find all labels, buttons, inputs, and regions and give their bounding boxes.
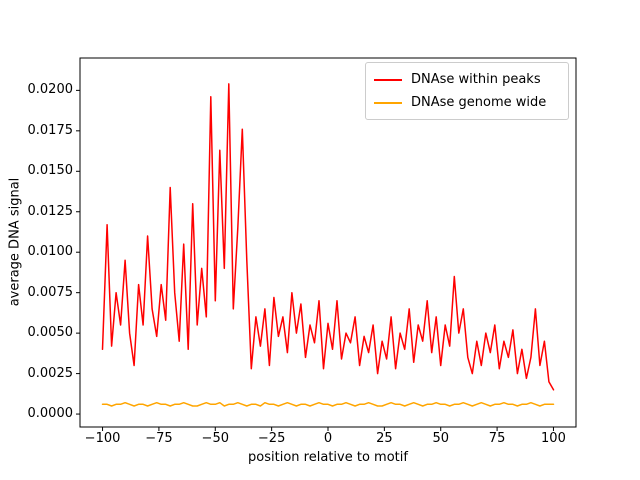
y-tick-label: 0.0000 bbox=[27, 406, 74, 422]
legend-entry-genome: DNAse genome wide bbox=[374, 91, 560, 114]
x-tick-label: 50 bbox=[432, 431, 449, 446]
orange-line-swatch-icon bbox=[374, 101, 402, 104]
y-tick-label: 0.0075 bbox=[27, 284, 74, 300]
y-tick-label: 0.0150 bbox=[27, 163, 74, 179]
y-tick-label: 0.0100 bbox=[27, 244, 74, 260]
legend-label-genome: DNAse genome wide bbox=[411, 95, 547, 110]
x-tick-label: −50 bbox=[201, 431, 229, 446]
x-tick-label: −100 bbox=[84, 431, 121, 446]
y-tick-label: 0.0025 bbox=[27, 365, 74, 381]
x-tick-label: −75 bbox=[145, 431, 173, 446]
y-tick-label: 0.0050 bbox=[27, 325, 74, 341]
y-tick-label: 0.0200 bbox=[27, 82, 74, 98]
legend: DNAse within peaks DNAse genome wide bbox=[365, 62, 569, 120]
y-tick-label: 0.0175 bbox=[27, 122, 74, 138]
red-line-swatch-icon bbox=[374, 78, 402, 81]
legend-label-peaks: DNAse within peaks bbox=[411, 72, 541, 87]
x-axis-label: position relative to motif bbox=[248, 450, 408, 465]
x-tick-label: 25 bbox=[376, 431, 393, 446]
x-tick-label: 100 bbox=[541, 431, 566, 446]
legend-entry-peaks: DNAse within peaks bbox=[374, 68, 560, 91]
x-tick-label: 75 bbox=[488, 431, 506, 446]
y-tick-label: 0.0125 bbox=[27, 203, 74, 219]
x-tick-label: −25 bbox=[257, 431, 286, 446]
x-tick-label: 0 bbox=[323, 431, 333, 446]
